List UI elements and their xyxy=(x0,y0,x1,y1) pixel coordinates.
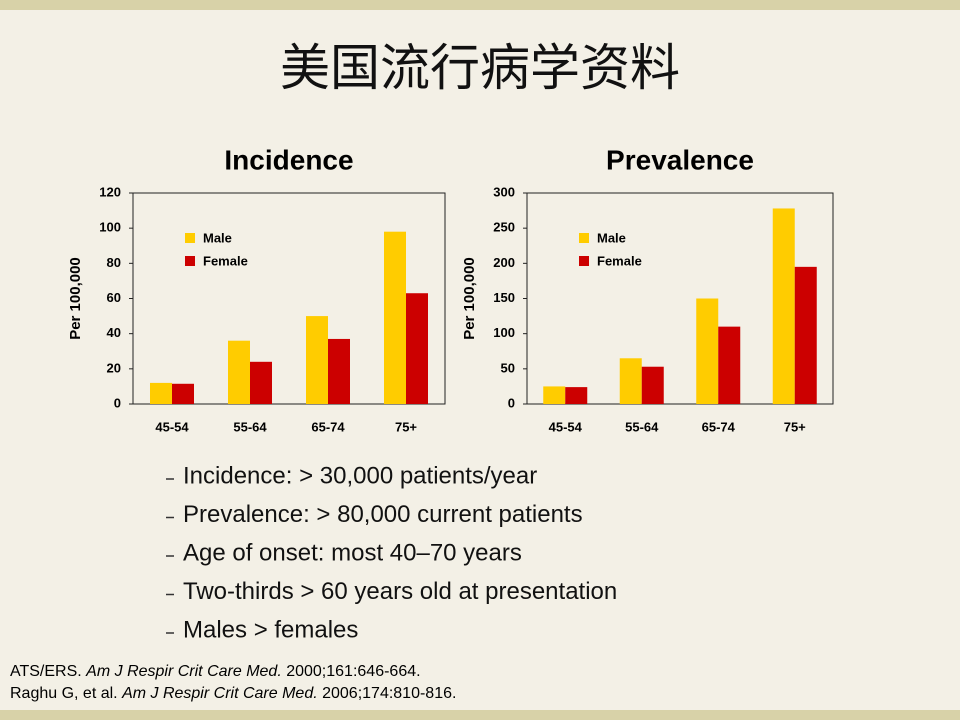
x-tick-label: 45-54 xyxy=(549,419,583,434)
y-tick-label: 40 xyxy=(107,325,121,340)
legend-swatch xyxy=(185,233,195,243)
bullet-text: Two-thirds > 60 years old at presentatio… xyxy=(183,578,617,605)
chart: Prevalence 0 50 100 150 200 250 300 Per 100,000 4… xyxy=(461,144,834,434)
x-tick-label: 55-64 xyxy=(625,419,659,434)
y-tick-label: 20 xyxy=(107,360,121,375)
legend-label: Male xyxy=(203,230,232,245)
reference: ATS/ERS. Am J Respir Crit Care Med. 2000… xyxy=(10,663,421,680)
legend-swatch xyxy=(579,256,589,266)
y-tick-label: 0 xyxy=(508,395,515,410)
bullet-text: Age of onset: most 40–70 years xyxy=(183,539,522,566)
references: ATS/ERS. Am J Respir Crit Care Med. 2000… xyxy=(10,663,456,702)
x-tick-label: 45-54 xyxy=(155,419,189,434)
y-tick-label: 250 xyxy=(493,220,515,235)
chart: Incidence 0 20 40 60 80 100 120 Per 100,000 45-54… xyxy=(67,144,446,434)
bar xyxy=(619,358,642,404)
bar xyxy=(150,382,172,404)
x-tick-label: 55-64 xyxy=(233,419,267,434)
slide-title: 美国流行病学资料 xyxy=(280,40,680,96)
y-tick-label: 0 xyxy=(114,395,121,410)
legend-label: Male xyxy=(597,230,626,245)
ref-journal: Am J Respir Crit Care Med. xyxy=(85,663,282,680)
bar xyxy=(718,326,741,404)
bar xyxy=(384,231,406,404)
bullet-text: Incidence: > 30,000 patients/year xyxy=(183,462,537,489)
x-tick-label: 75+ xyxy=(395,419,417,434)
bar xyxy=(172,383,194,404)
y-tick-label: 50 xyxy=(501,360,515,375)
legend-swatch xyxy=(579,233,589,243)
top-band xyxy=(0,0,960,10)
y-tick-label: 100 xyxy=(99,220,121,235)
bar xyxy=(328,338,350,404)
ref-text: ATS/ERS. xyxy=(10,663,86,680)
bottom-band xyxy=(0,710,960,720)
legend-label: Female xyxy=(203,253,248,268)
y-axis-label: Per 100,000 xyxy=(461,257,478,340)
legend-label: Female xyxy=(597,253,642,268)
bar xyxy=(406,293,428,404)
ref-text: 2000;161:646-664. xyxy=(282,663,421,680)
x-tick-label: 75+ xyxy=(784,419,806,434)
bullet-text: Males > females xyxy=(183,616,358,643)
ref-text: Raghu G, et al. xyxy=(10,685,122,702)
bar xyxy=(794,266,817,404)
y-tick-label: 150 xyxy=(493,290,515,305)
y-tick-label: 120 xyxy=(99,184,121,199)
y-tick-label: 60 xyxy=(107,290,121,305)
reference: Raghu G, et al. Am J Respir Crit Care Me… xyxy=(10,685,456,702)
bar xyxy=(250,361,272,404)
bar xyxy=(543,386,566,404)
bar xyxy=(641,366,664,404)
y-tick-label: 100 xyxy=(493,325,515,340)
bullet-list: Incidence: > 30,000 patients/year Prevale… xyxy=(166,462,617,643)
bar xyxy=(772,208,795,404)
x-tick-label: 65-74 xyxy=(311,419,345,434)
x-tick-label: 65-74 xyxy=(702,419,736,434)
chart-title: Incidence xyxy=(224,144,353,175)
y-tick-label: 200 xyxy=(493,255,515,270)
bar xyxy=(696,298,719,404)
y-tick-label: 80 xyxy=(107,255,121,270)
y-tick-label: 300 xyxy=(493,184,515,199)
bar xyxy=(565,387,588,404)
ref-journal: Am J Respir Crit Care Med. xyxy=(121,685,318,702)
chart-title: Prevalence xyxy=(606,144,754,175)
legend-swatch xyxy=(185,256,195,266)
bullet-text: Prevalence: > 80,000 current patients xyxy=(183,501,583,528)
bar xyxy=(306,316,328,404)
ref-text: 2006;174:810-816. xyxy=(318,685,457,702)
y-axis-label: Per 100,000 xyxy=(67,257,84,340)
bar xyxy=(228,340,250,404)
